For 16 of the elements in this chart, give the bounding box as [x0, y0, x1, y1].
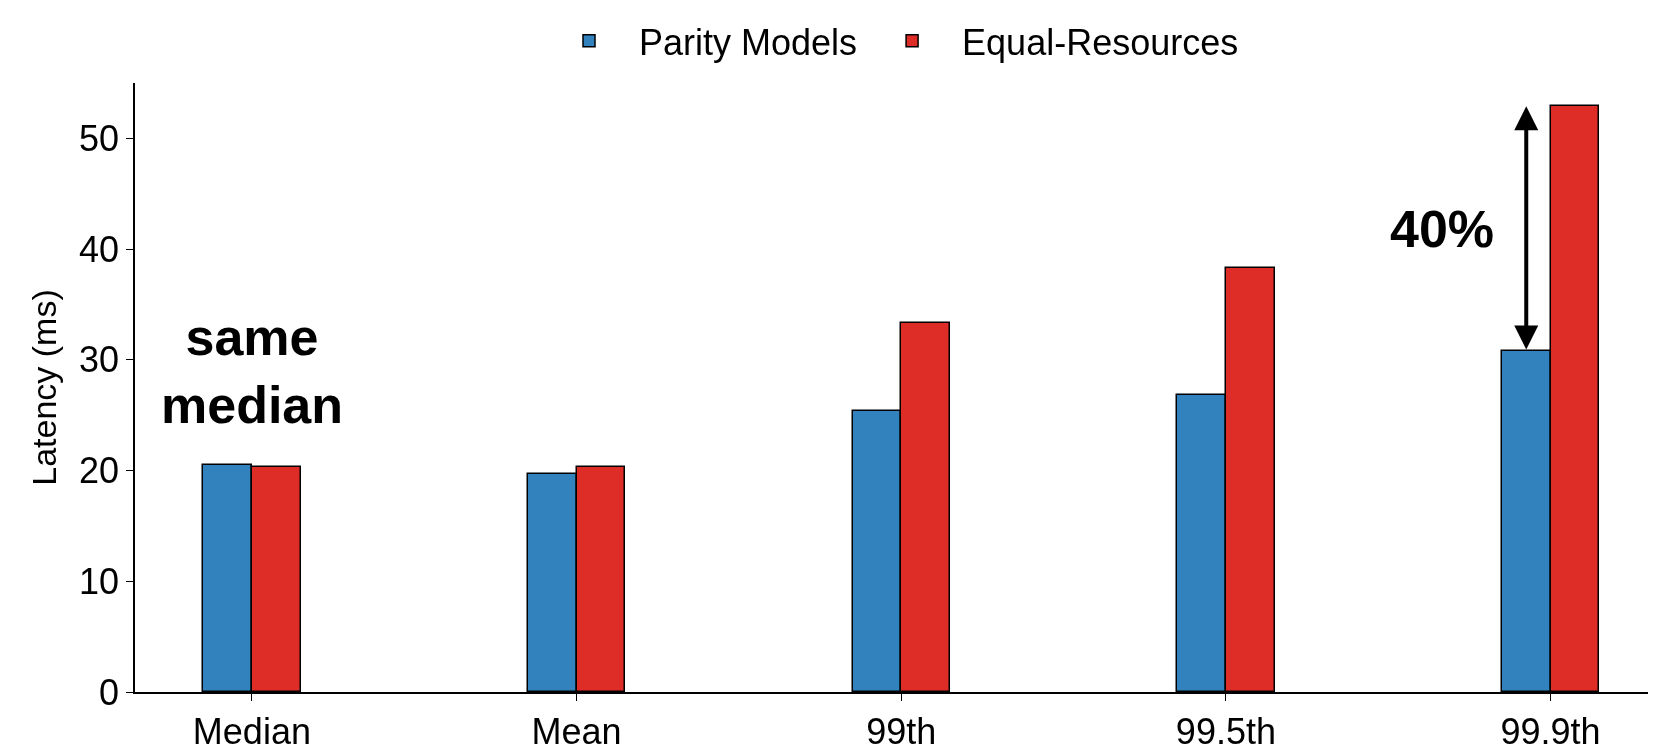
annotation: same median: [161, 308, 344, 434]
x-tick-label: 99.9th: [1500, 710, 1601, 752]
x-tick-label: Median: [192, 710, 311, 752]
x-tick-label: 99.5th: [1175, 710, 1276, 752]
y-tick-label: 20: [79, 450, 120, 492]
legend-label: Parity Models: [639, 21, 858, 63]
y-tick-label: 0: [99, 671, 120, 713]
x-tick-label: Mean: [531, 710, 622, 752]
x-tick-label: 99th: [866, 710, 937, 752]
legend-label: Equal-Resources: [962, 21, 1239, 63]
y-tick-label: 30: [79, 339, 120, 381]
annotation: 40%: [1390, 200, 1495, 258]
y-tick-label: 10: [79, 560, 120, 602]
y-tick-label: 40: [79, 228, 120, 270]
y-tick-label: 50: [79, 117, 120, 159]
y-axis-title: Latency (ms): [25, 289, 64, 486]
